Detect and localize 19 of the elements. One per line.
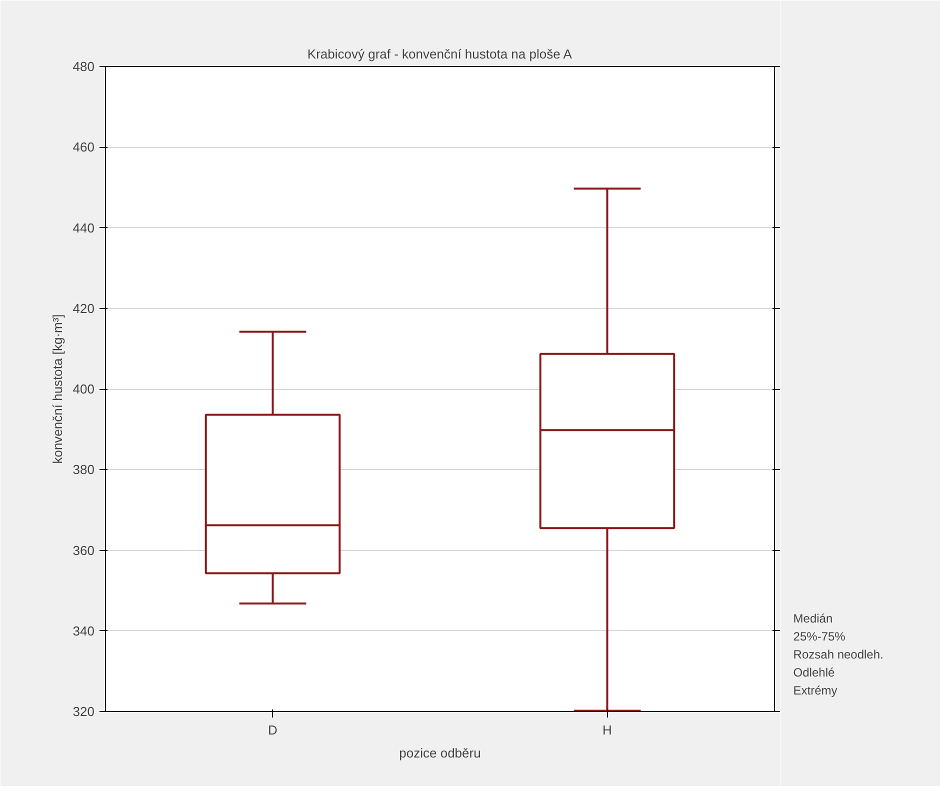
- y-tick-label: 320: [72, 704, 95, 719]
- text: Extrémy: [793, 684, 838, 698]
- y-axis-title: konvenční hustota [kg·m³]: [50, 314, 65, 464]
- y-tick-label: 420: [72, 300, 95, 316]
- x-tick-label: H: [602, 722, 612, 738]
- y-tick-label: 400: [72, 382, 95, 396]
- text: Medián: [793, 611, 833, 626]
- y-tick-label: 340: [72, 623, 95, 638]
- x-tick-label: D: [268, 722, 278, 738]
- y-tick-label: 440: [72, 220, 95, 236]
- x-axis-title: pozice odběru: [399, 746, 481, 760]
- text: Rozsah neodleh.: [793, 647, 884, 662]
- chart-title: Krabicový graf - konvenční hustota na ploše A: [307, 46, 572, 62]
- text: 25%-75%: [793, 629, 846, 644]
- y-tick-label: 380: [72, 462, 95, 478]
- y-tick-label: 360: [72, 542, 95, 558]
- text: Odlehlé: [793, 665, 835, 680]
- y-tick-label: 480: [72, 59, 95, 74]
- y-tick-label: 460: [72, 140, 95, 155]
